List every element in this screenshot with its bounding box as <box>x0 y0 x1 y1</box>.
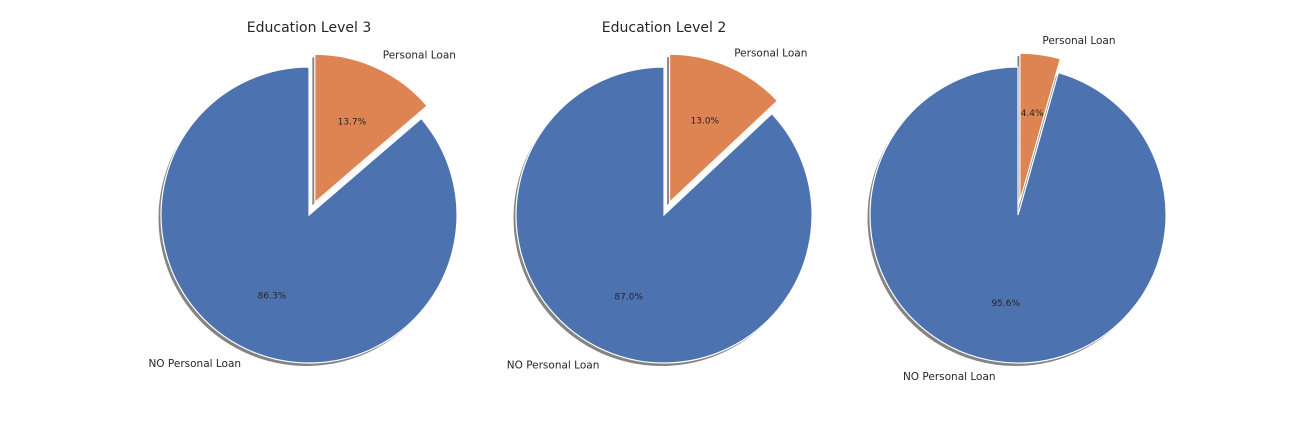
chart-title: Education Level 3 <box>247 20 371 36</box>
percent-label: 4.4% <box>1021 109 1044 119</box>
pie-slice-personal-loan <box>314 53 428 204</box>
slice-label: NO Personal Loan <box>903 371 996 383</box>
chart-title: Education Level 2 <box>602 20 726 36</box>
percent-label: 13.7% <box>338 118 367 128</box>
pie-slice-no-personal-loan <box>160 66 458 364</box>
pie-chart-3: 95.6% NO Personal Loan 4.4% Personal Loan <box>867 35 1167 383</box>
pie-chart-2: 87.0% NO Personal Loan 13.0% Personal Loan E… <box>507 20 813 371</box>
pie-slice-personal-loan <box>668 53 779 204</box>
pie-slice-personal-loan <box>1019 52 1062 202</box>
slice-label: NO Personal Loan <box>507 359 600 371</box>
percent-label: 87.0% <box>614 292 643 302</box>
slice-label: NO Personal Loan <box>148 358 241 370</box>
percent-label: 13.0% <box>691 117 720 127</box>
pie-slice-no-personal-loan <box>869 66 1167 364</box>
slice-label: Personal Loan <box>383 49 456 61</box>
percent-label: 95.6% <box>991 299 1020 309</box>
slice-label: Personal Loan <box>734 48 807 60</box>
slice-label: Personal Loan <box>1042 35 1115 47</box>
pie-slice-no-personal-loan <box>515 66 813 364</box>
pie-chart-1: 86.3% NO Personal Loan 13.7% Personal Loan E… <box>148 20 458 370</box>
percent-label: 86.3% <box>258 292 287 302</box>
